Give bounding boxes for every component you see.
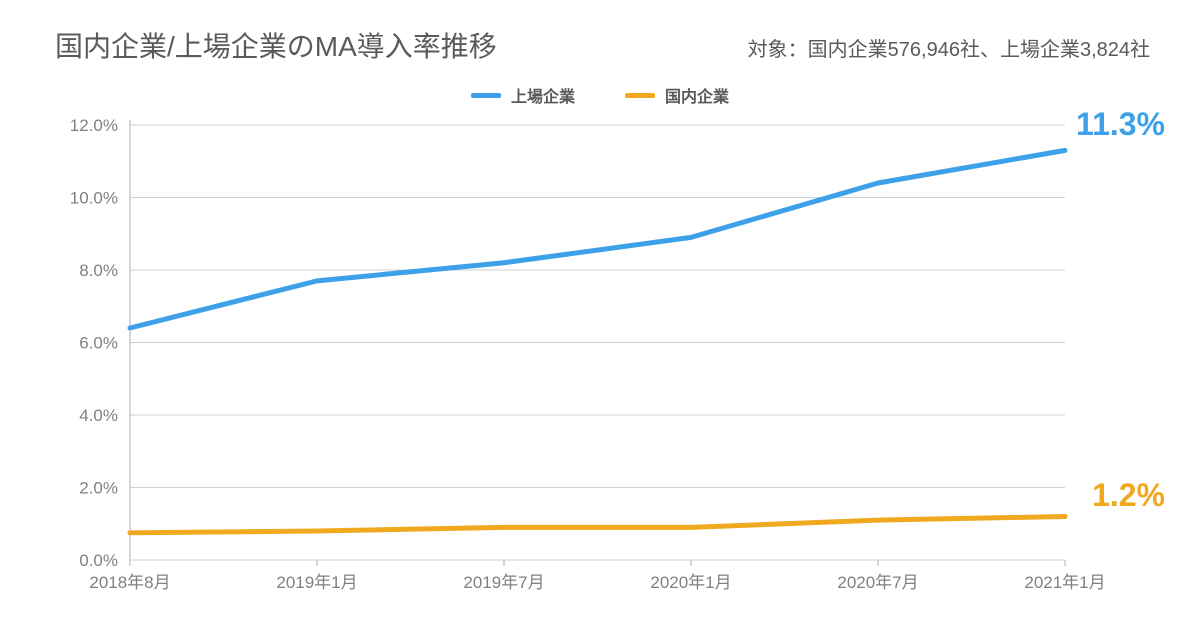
chart-area: 0.0% 2.0% 4.0% 6.0% 8.0% 10.0% 12.0% 2018年8月 201…	[50, 115, 1170, 605]
legend-label-series2: 国内企業	[665, 83, 729, 107]
chart-title: 国内企業/上場企業のMA導入率推移	[55, 25, 497, 65]
legend-swatch-series1	[471, 93, 501, 98]
svg-text:2018年8月: 2018年8月	[89, 573, 170, 592]
svg-text:12.0%: 12.0%	[70, 116, 118, 135]
svg-text:0.0%: 0.0%	[79, 551, 118, 570]
chart-subtitle: 対象：国内企業576,946社、上場企業3,824社	[748, 33, 1150, 62]
legend-label-series1: 上場企業	[511, 83, 575, 107]
legend-item-series1: 上場企業	[471, 83, 575, 107]
legend-swatch-series2	[625, 93, 655, 98]
series2-end-label: 1.2%	[1092, 477, 1165, 514]
line-chart-svg: 0.0% 2.0% 4.0% 6.0% 8.0% 10.0% 12.0% 2018年8月 201…	[50, 115, 1170, 605]
series1-end-label: 11.3%	[1076, 106, 1165, 143]
svg-text:2021年1月: 2021年1月	[1024, 573, 1105, 592]
legend: 上場企業 国内企業	[0, 83, 1200, 107]
svg-text:2019年7月: 2019年7月	[463, 573, 544, 592]
svg-text:6.0%: 6.0%	[79, 334, 118, 353]
legend-item-series2: 国内企業	[625, 83, 729, 107]
svg-text:2020年1月: 2020年1月	[650, 573, 731, 592]
svg-text:4.0%: 4.0%	[79, 406, 118, 425]
svg-text:8.0%: 8.0%	[79, 261, 118, 280]
chart-header: 国内企業/上場企業のMA導入率推移 対象：国内企業576,946社、上場企業3,…	[0, 0, 1200, 65]
svg-text:2020年7月: 2020年7月	[837, 573, 918, 592]
svg-text:10.0%: 10.0%	[70, 189, 118, 208]
svg-text:2.0%: 2.0%	[79, 479, 118, 498]
svg-text:2019年1月: 2019年1月	[276, 573, 357, 592]
